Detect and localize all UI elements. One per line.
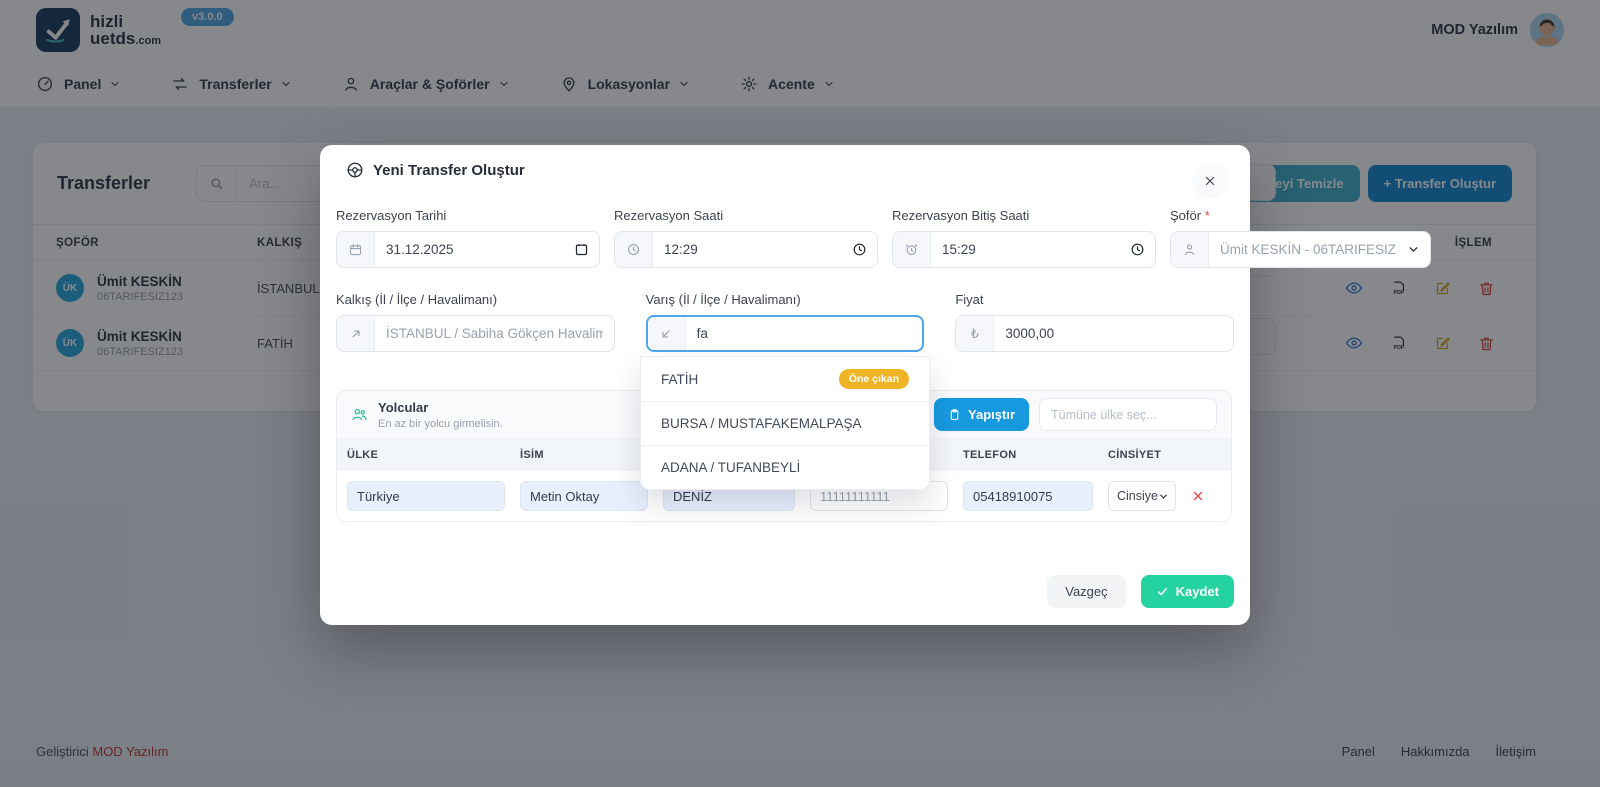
passenger-phone-input[interactable] <box>963 481 1093 511</box>
cancel-button[interactable]: Vazgeç <box>1047 575 1126 608</box>
lira-currency-icon: ₺ <box>956 316 995 351</box>
reservation-end-time-input[interactable] <box>931 242 1130 257</box>
passengers-icon <box>351 406 368 423</box>
autocomplete-option-label: ADANA / TUFANBEYLİ <box>661 460 801 475</box>
field-driver: Şoför * Ümit KESKİN - 06TARIFESIZ <box>1170 208 1432 268</box>
field-departure: Kalkış (İl / İlçe / Havalimanı) <box>336 292 615 352</box>
driver-select-value: Ümit KESKİN - 06TARIFESIZ <box>1220 242 1397 257</box>
field-arrival: Varış (İl / İlçe / Havalimanı) <box>645 292 925 352</box>
country-all-input[interactable] <box>1039 398 1217 431</box>
timepicker-icon[interactable] <box>852 242 867 257</box>
clipboard-icon <box>948 408 961 421</box>
required-mark: * <box>1204 208 1210 223</box>
chevron-down-icon <box>1407 243 1420 256</box>
passengers-subtitle: En az bir yolcu girmelisin. <box>378 417 503 430</box>
paste-button-label: Yapıştır <box>968 407 1015 422</box>
steering-wheel-icon <box>346 161 364 179</box>
featured-badge: Öne çıkan <box>838 369 909 389</box>
field-label: Rezervasyon Bitiş Saati <box>892 208 1030 223</box>
datepicker-icon[interactable] <box>574 242 589 257</box>
remove-passenger-icon[interactable] <box>1191 489 1213 503</box>
driver-select[interactable]: Ümit KESKİN - 06TARIFESIZ <box>1170 231 1432 268</box>
field-reservation-end-time: Rezervasyon Bitiş Saati <box>892 208 1156 268</box>
field-label: Kalkış (İl / İlçe / Havalimanı) <box>336 292 498 307</box>
column-header-gender: CİNSİYET <box>1108 448 1162 461</box>
modal-title: Yeni Transfer Oluştur <box>346 161 525 179</box>
calendar-icon <box>337 232 375 267</box>
arrival-autocomplete-dropdown: FATİH Öne çıkan BURSA / MUSTAFAKEMALPAŞA… <box>640 356 930 490</box>
arrow-up-right-icon <box>337 316 375 351</box>
reservation-time-input[interactable] <box>653 242 852 257</box>
column-header-name: İSİM <box>520 448 544 461</box>
departure-input[interactable] <box>375 326 614 341</box>
new-transfer-modal: Yeni Transfer Oluştur Rezervasyon Tarihi… <box>320 145 1432 625</box>
column-header-phone: TELEFON <box>963 448 1017 461</box>
field-label: Rezervasyon Saati <box>614 208 724 223</box>
field-label: Rezervasyon Tarihi <box>336 208 447 223</box>
close-button[interactable] <box>1192 163 1228 199</box>
reservation-date-input[interactable] <box>375 242 574 257</box>
passenger-name-input[interactable] <box>520 481 648 511</box>
column-header-country: ÜLKE <box>347 448 379 461</box>
field-reservation-time: Rezervasyon Saati <box>614 208 878 268</box>
person-icon <box>1171 232 1209 267</box>
paste-button[interactable]: Yapıştır <box>934 398 1029 431</box>
arrow-down-left-icon <box>647 317 686 350</box>
arrival-input[interactable] <box>685 326 923 341</box>
autocomplete-option-label: BURSA / MUSTAFAKEMALPAŞA <box>661 416 862 431</box>
autocomplete-option[interactable]: BURSA / MUSTAFAKEMALPAŞA <box>641 401 929 445</box>
field-label: Varış (İl / İlçe / Havalimanı) <box>645 292 801 307</box>
field-label: Şoför * <box>1170 208 1210 223</box>
save-button[interactable]: Kaydet <box>1140 575 1234 608</box>
modal-title-text: Yeni Transfer Oluştur <box>373 161 525 179</box>
passenger-country-input[interactable] <box>347 481 505 511</box>
autocomplete-option-label: FATİH <box>661 371 699 387</box>
check-icon <box>1156 585 1169 598</box>
autocomplete-option[interactable]: FATİH Öne çıkan <box>641 357 929 401</box>
passengers-title: Yolcular <box>378 399 429 415</box>
field-price: Fiyat ₺ <box>955 292 1234 352</box>
clock-icon <box>615 232 653 267</box>
gender-select[interactable]: Cinsiye <box>1108 481 1176 511</box>
autocomplete-option[interactable]: ADANA / TUFANBEYLİ <box>641 445 929 489</box>
chevron-down-icon <box>1158 491 1169 502</box>
gender-select-value: Cinsiye <box>1117 489 1158 503</box>
close-icon <box>1203 174 1217 188</box>
field-reservation-date: Rezervasyon Tarihi <box>336 208 600 268</box>
alarm-clock-icon <box>893 232 931 267</box>
price-input[interactable] <box>994 326 1233 341</box>
field-label: Fiyat <box>955 292 984 307</box>
timepicker-icon[interactable] <box>1130 242 1145 257</box>
save-button-label: Kaydet <box>1175 584 1219 599</box>
